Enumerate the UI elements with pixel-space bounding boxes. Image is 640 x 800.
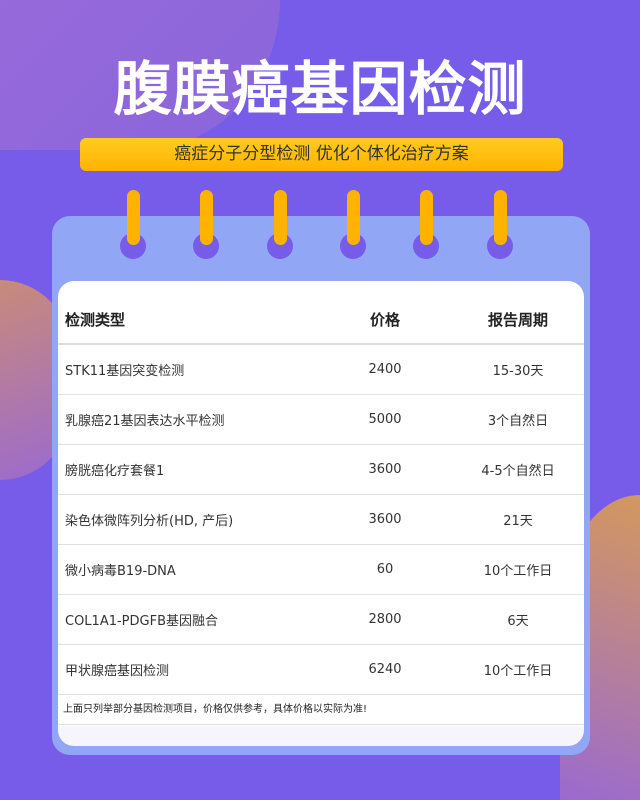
table-row: COL1A1-PDGFB基因融合 2800 6天: [58, 594, 584, 645]
price-table: 检测类型 价格 报告周期 STK11基因突变检测 2400 15-30天 乳腺癌21基…: [58, 281, 584, 695]
cell-price: 5000: [318, 394, 452, 445]
table-row: 微小病毒B19-DNA 60 10个工作日: [58, 544, 584, 595]
binder-ring: [420, 190, 433, 245]
header-type: 检测类型: [58, 281, 318, 345]
cell-period: 15-30天: [452, 344, 584, 395]
binder-ring: [274, 190, 287, 245]
table-header: 检测类型 价格 报告周期: [58, 281, 584, 345]
cell-type: 乳腺癌21基因表达水平检测: [58, 394, 318, 445]
cell-period: 4-5个自然日: [452, 444, 584, 495]
cell-type: 膀胱癌化疗套餐1: [58, 444, 318, 495]
table-row: STK11基因突变检测 2400 15-30天: [58, 344, 584, 395]
cell-type: STK11基因突变检测: [58, 344, 318, 395]
binder-ring: [494, 190, 507, 245]
table-row: 乳腺癌21基因表达水平检测 5000 3个自然日: [58, 394, 584, 445]
cell-period: 6天: [452, 594, 584, 645]
subtitle-banner: 癌症分子分型检测 优化个体化治疗方案: [80, 138, 563, 171]
cell-price: 60: [318, 544, 452, 595]
page-title: 腹膜癌基因检测: [113, 55, 527, 123]
cell-type: 甲状腺癌基因检测: [58, 644, 318, 695]
cell-period: 21天: [452, 494, 584, 545]
cell-price: 2800: [318, 594, 452, 645]
disclaimer-note: 上面只列举部分基因检测项目，价格仅供参考，具体价格以实际为准!: [58, 695, 584, 725]
cell-type: 微小病毒B19-DNA: [58, 544, 318, 595]
cell-price: 6240: [318, 644, 452, 695]
cell-period: 3个自然日: [452, 394, 584, 445]
cell-type: COL1A1-PDGFB基因融合: [58, 594, 318, 645]
cell-price: 3600: [318, 444, 452, 495]
header-period: 报告周期: [452, 281, 584, 345]
cell-price: 2400: [318, 344, 452, 395]
binder-ring: [127, 190, 140, 245]
binder-ring: [200, 190, 213, 245]
table-row: 甲状腺癌基因检测 6240 10个工作日: [58, 644, 584, 695]
cell-period: 10个工作日: [452, 644, 584, 695]
table-row: 膀胱癌化疗套餐1 3600 4-5个自然日: [58, 444, 584, 495]
table-row: 染色体微阵列分析(HD, 产后) 3600 21天: [58, 494, 584, 545]
cell-price: 3600: [318, 494, 452, 545]
cell-type: 染色体微阵列分析(HD, 产后): [58, 494, 318, 545]
cell-period: 10个工作日: [452, 544, 584, 595]
binder-ring: [347, 190, 360, 245]
header-price: 价格: [318, 281, 452, 345]
price-table-panel: 检测类型 价格 报告周期 STK11基因突变检测 2400 15-30天 乳腺癌21基…: [58, 281, 584, 746]
